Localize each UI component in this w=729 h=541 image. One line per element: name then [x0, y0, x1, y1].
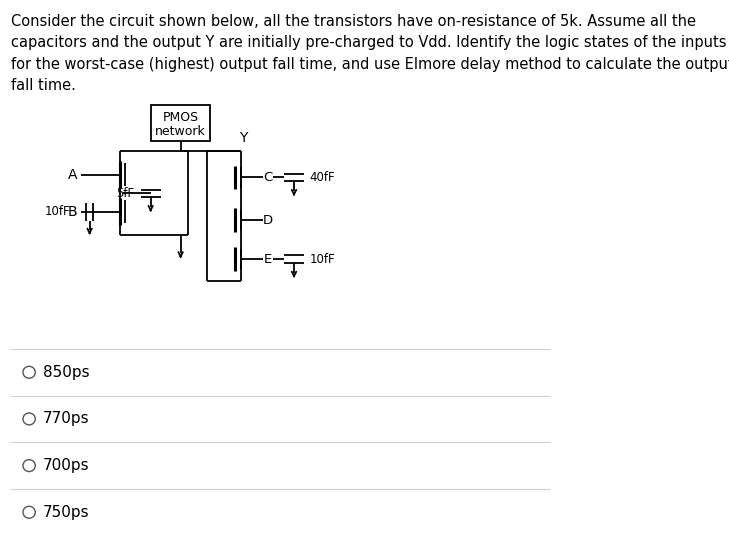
Text: D: D: [262, 214, 273, 227]
Text: network: network: [155, 124, 206, 137]
Text: PMOS: PMOS: [163, 110, 199, 123]
Text: Consider the circuit shown below, all the transistors have on-resistance of 5k. : Consider the circuit shown below, all th…: [11, 14, 729, 94]
Text: 750ps: 750ps: [43, 505, 90, 520]
Text: A: A: [68, 168, 77, 182]
Text: 40fF: 40fF: [310, 171, 335, 184]
Text: E: E: [264, 253, 272, 266]
Text: 5fF: 5fF: [116, 187, 134, 200]
Text: 10fF: 10fF: [44, 206, 70, 219]
Text: Y: Y: [239, 131, 248, 145]
Text: C: C: [263, 171, 273, 184]
Text: 700ps: 700ps: [43, 458, 90, 473]
Text: 770ps: 770ps: [43, 412, 90, 426]
Text: B: B: [68, 205, 77, 219]
Text: 10fF: 10fF: [310, 253, 335, 266]
Bar: [151, 105, 210, 141]
Text: 850ps: 850ps: [43, 365, 90, 380]
